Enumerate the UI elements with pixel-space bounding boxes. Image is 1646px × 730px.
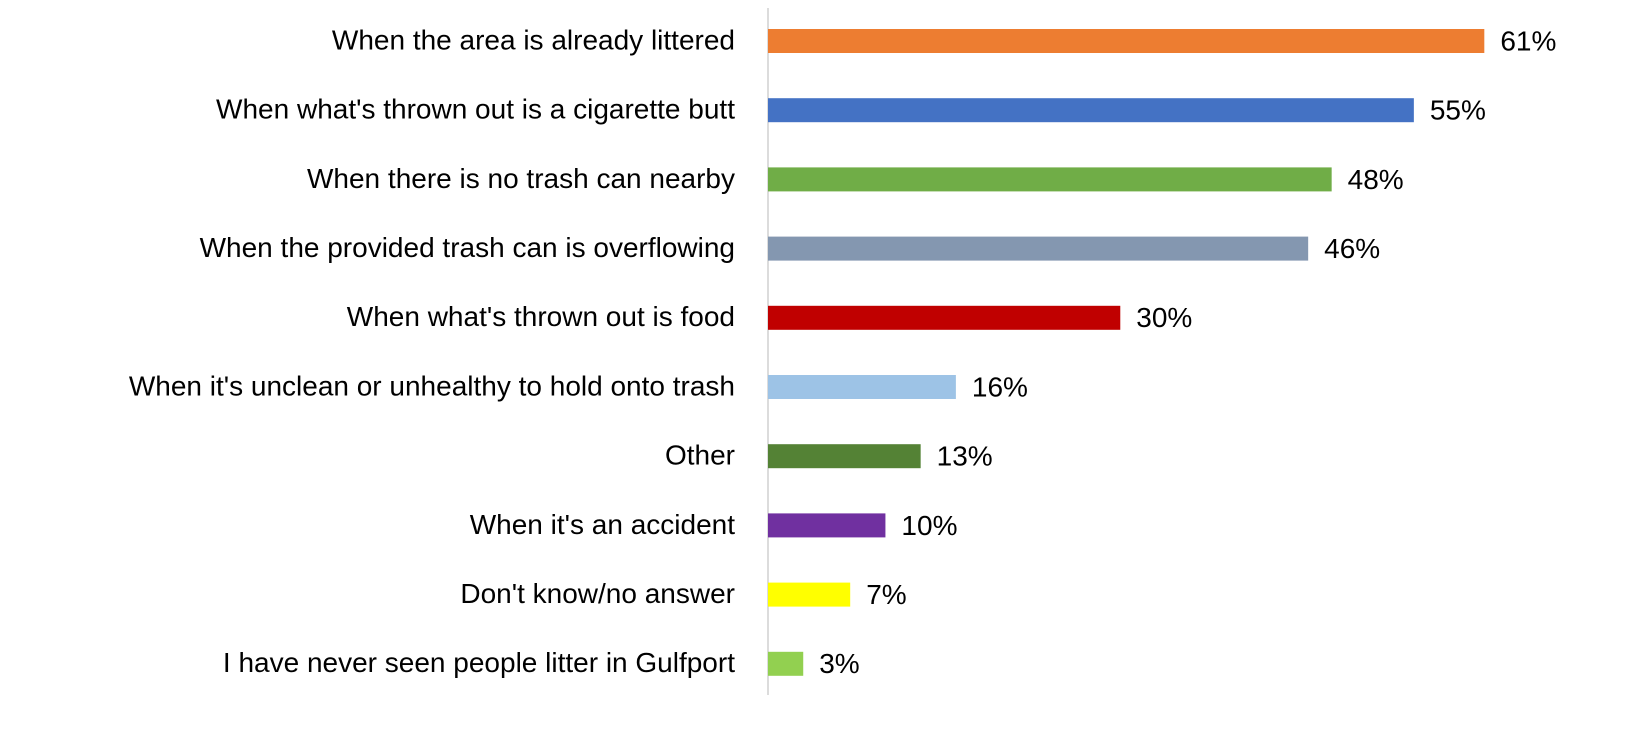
value-label: 48% [1348,164,1404,195]
bar [768,651,804,676]
value-label: 55% [1430,95,1486,126]
value-label: 61% [1500,25,1556,56]
bar [768,236,1309,261]
bar [768,29,1485,53]
bar [768,167,1332,192]
category-label: When there is no trash can nearby [307,163,735,194]
category-label: When it's an accident [470,509,735,540]
category-label: When the provided trash can is overflowi… [200,232,735,263]
bar [768,305,1121,330]
bar [768,582,851,607]
value-label: 16% [972,371,1028,402]
value-label: 3% [819,648,859,679]
category-label: Other [665,440,735,471]
bar [768,375,956,399]
value-label: 46% [1324,233,1380,264]
value-label: 10% [901,510,957,541]
category-label: When the area is already littered [332,24,735,55]
bar [768,98,1414,123]
bar [768,444,921,469]
category-label: I have never seen people litter in Gulfp… [223,647,735,678]
value-label: 7% [866,579,906,610]
value-label: 13% [937,441,993,472]
bar [768,513,886,538]
category-label: When what's thrown out is food [347,301,735,332]
category-label: When it's unclean or unhealthy to hold o… [129,370,735,401]
category-label: When what's thrown out is a cigarette bu… [216,94,735,125]
category-label: Don't know/no answer [460,578,735,609]
value-label: 30% [1136,302,1192,333]
